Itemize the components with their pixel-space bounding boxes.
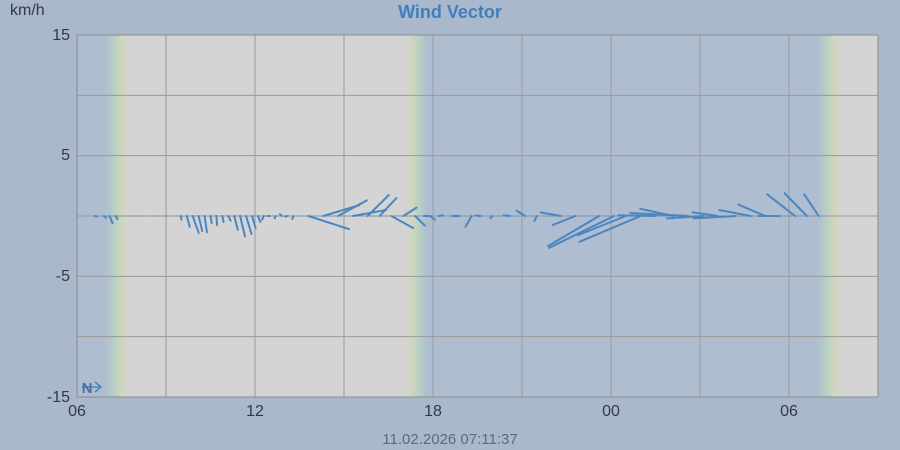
wind-vector <box>273 215 277 220</box>
wind-vector <box>766 193 796 217</box>
wind-vector <box>102 215 108 219</box>
compass-label: N <box>82 380 93 397</box>
wind-vector <box>307 215 351 231</box>
plot-frame <box>76 34 879 398</box>
y-tick-label: -15 <box>46 389 70 406</box>
x-tick-label: 06 <box>68 403 86 420</box>
wind-vector <box>209 215 213 225</box>
wind-vector <box>261 215 265 221</box>
wind-vector <box>515 209 526 217</box>
wind-vector <box>179 215 183 221</box>
wind-vector <box>489 215 494 220</box>
x-tick-label: 00 <box>602 403 620 420</box>
wind-vector <box>291 215 295 220</box>
wind-vector <box>691 211 719 217</box>
wind-vector <box>665 215 704 220</box>
wind-vector <box>629 212 690 217</box>
wind-vector <box>551 215 577 226</box>
wind-vector <box>402 206 418 217</box>
wind-vector <box>429 215 436 221</box>
y-axis-unit: km/h <box>10 2 45 19</box>
y-tick-label: -5 <box>55 268 70 285</box>
wind-vector <box>114 215 119 220</box>
wind-vector <box>539 211 562 217</box>
wind-vector <box>227 215 232 222</box>
wind-vector <box>278 213 283 217</box>
x-tick-label: 12 <box>246 403 264 420</box>
y-tick-label: 15 <box>52 27 70 44</box>
wind-vector <box>578 215 642 243</box>
wind-vector <box>284 215 289 218</box>
wind-vector <box>378 197 398 217</box>
wind-vector <box>783 192 808 217</box>
wind-vector <box>337 199 368 217</box>
wind-vector <box>197 215 204 232</box>
wind-vector <box>233 215 239 231</box>
wind-vector <box>464 215 473 228</box>
wind-vector <box>692 215 737 220</box>
wind-vector <box>239 215 246 238</box>
y-tick-label: 5 <box>61 147 70 164</box>
wind-vector <box>390 215 415 229</box>
wind-vector <box>547 215 601 247</box>
wind-vector <box>502 214 512 217</box>
wind-vector <box>185 215 191 228</box>
wind-vector <box>245 215 253 235</box>
wind-vector <box>203 215 208 234</box>
wind-vector <box>737 203 767 217</box>
wind-vector <box>256 215 262 223</box>
wind-vector <box>366 194 390 217</box>
x-tick-label: 18 <box>424 403 442 420</box>
wind-vector <box>548 215 615 249</box>
wind-vector <box>221 215 225 223</box>
timestamp: 11.02.2026 07:11:37 <box>382 431 518 448</box>
chart-title: Wind Vector <box>398 2 502 22</box>
wind-vector <box>718 209 752 217</box>
compass-arrowhead <box>94 381 103 393</box>
wind-vector <box>617 214 657 217</box>
wind-vector <box>803 193 820 217</box>
wind-vector <box>437 214 444 217</box>
wind-vector <box>191 215 200 234</box>
wind-vector <box>414 215 426 227</box>
wind-vector <box>108 215 114 225</box>
wind-vector <box>93 215 98 218</box>
wind-vector <box>251 215 257 229</box>
x-tick-label: 06 <box>780 403 798 420</box>
wind-vector <box>576 215 627 237</box>
wind-vector <box>533 215 538 222</box>
wind-vector <box>215 215 219 226</box>
wind-vector <box>474 214 482 217</box>
